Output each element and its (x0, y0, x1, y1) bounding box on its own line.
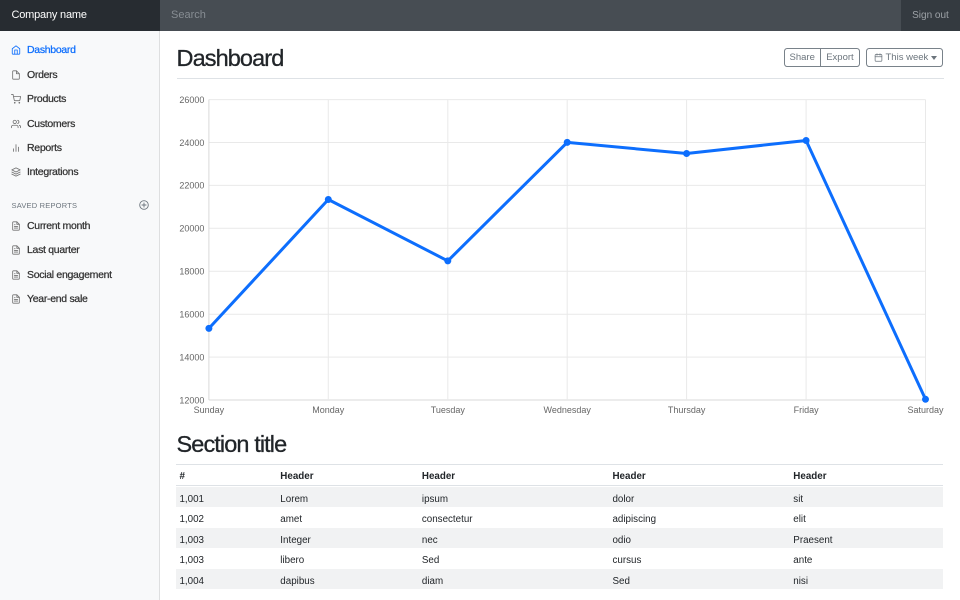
svg-text:Monday: Monday (312, 405, 345, 415)
svg-text:Wednesday: Wednesday (544, 405, 592, 415)
svg-text:26000: 26000 (179, 95, 204, 105)
svg-text:22000: 22000 (179, 181, 204, 191)
svg-text:20000: 20000 (179, 224, 204, 234)
svg-text:12000: 12000 (179, 395, 204, 405)
svg-text:Sunday: Sunday (194, 405, 225, 415)
svg-text:Tuesday: Tuesday (431, 405, 466, 415)
svg-text:24000: 24000 (179, 138, 204, 148)
svg-text:Saturday: Saturday (907, 405, 944, 415)
svg-text:18000: 18000 (179, 267, 204, 277)
svg-text:Thursday: Thursday (668, 405, 706, 415)
svg-text:14000: 14000 (179, 352, 204, 362)
svg-text:16000: 16000 (179, 310, 204, 320)
svg-text:Friday: Friday (794, 405, 820, 415)
